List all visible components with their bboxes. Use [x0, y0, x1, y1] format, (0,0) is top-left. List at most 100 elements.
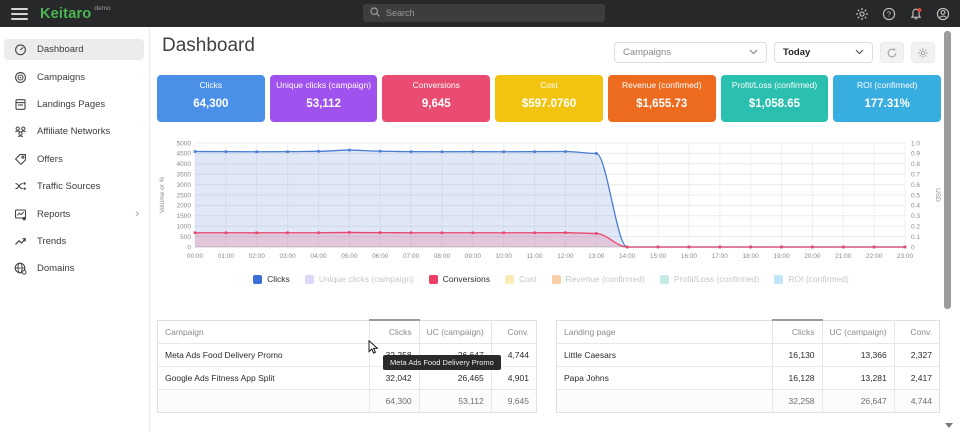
- sidebar-item-reports[interactable]: Reports ›: [0, 200, 149, 227]
- col-header-campaign[interactable]: Campaign: [158, 320, 370, 344]
- sidebar-item-label: Dashboard: [37, 44, 83, 55]
- stat-card-clicks[interactable]: Clicks 64,300: [157, 75, 265, 122]
- svg-text:500: 500: [180, 234, 191, 241]
- sidebar-item-dashboard[interactable]: Dashboard: [0, 36, 149, 63]
- date-range-select[interactable]: Today: [774, 42, 873, 63]
- card-value: 53,112: [270, 98, 378, 110]
- refresh-button[interactable]: [880, 42, 904, 63]
- stat-card-cost[interactable]: Cost $597.0760: [495, 75, 603, 122]
- svg-text:19:00: 19:00: [773, 253, 790, 260]
- sidebar-item-label: Traffic Sources: [37, 181, 100, 192]
- card-label: Unique clicks (campaign): [270, 80, 378, 90]
- stat-card-unique-clicks[interactable]: Unique clicks (campaign) 53,112: [270, 75, 378, 122]
- sidebar-item-label: Offers: [37, 154, 63, 165]
- sidebar-item-label: Trends: [37, 236, 66, 247]
- globe-icon: [13, 262, 27, 276]
- svg-text:04:00: 04:00: [310, 253, 327, 260]
- legend-item-unique-clicks[interactable]: Unique clicks (campaign): [305, 274, 414, 284]
- campaign-name-cell[interactable]: Meta Ads Food Delivery Promo: [158, 344, 370, 367]
- settings-gear-icon[interactable]: [854, 6, 869, 21]
- campaign-name-cell[interactable]: Google Ads Fitness App Split: [158, 367, 370, 390]
- card-label: Cost: [495, 80, 603, 90]
- legend-swatch: [253, 275, 262, 284]
- legend-item-cost[interactable]: Cost: [505, 274, 536, 284]
- campaigns-filter-select[interactable]: Campaigns: [614, 42, 767, 63]
- target-icon: [13, 70, 27, 84]
- user-account-icon[interactable]: [935, 6, 950, 21]
- col-header-landing-page[interactable]: Landing page: [557, 320, 773, 344]
- sidebar-item-domains[interactable]: Domains: [0, 255, 149, 282]
- col-header-uc-campaign[interactable]: UC (campaign): [822, 320, 894, 344]
- stat-card-revenue[interactable]: Revenue (confirmed) $1,655.73: [608, 75, 716, 122]
- svg-text:16:00: 16:00: [681, 253, 698, 260]
- legend-swatch: [429, 275, 438, 284]
- legend-item-roi[interactable]: ROI (confirmed): [774, 274, 848, 284]
- global-search-input[interactable]: Search: [363, 4, 605, 22]
- col-header-conv[interactable]: Conv.: [491, 320, 536, 344]
- svg-text:4500: 4500: [177, 151, 192, 158]
- svg-text:0.9: 0.9: [911, 151, 920, 158]
- sidebar-item-trends[interactable]: Trends: [0, 228, 149, 255]
- landing-name-cell[interactable]: Little Caesars: [557, 344, 773, 367]
- legend-item-clicks[interactable]: Clicks: [253, 274, 290, 284]
- sidebar-item-landings-pages[interactable]: Landings Pages: [0, 91, 149, 118]
- svg-text:12:00: 12:00: [557, 253, 574, 260]
- col-header-clicks[interactable]: Clicks: [370, 320, 419, 344]
- svg-text:21:00: 21:00: [835, 253, 852, 260]
- menu-hamburger-icon[interactable]: [11, 8, 28, 20]
- sidebar-item-traffic-sources[interactable]: Traffic Sources: [0, 173, 149, 200]
- sidebar-nav: Dashboard Campaigns Landings Pages Affil…: [0, 27, 150, 432]
- svg-text:02:00: 02:00: [249, 253, 266, 260]
- svg-text:07:00: 07:00: [403, 253, 420, 260]
- traffic-area-chart: 00:0001:0002:0003:0004:0005:0006:0007:00…: [157, 136, 941, 268]
- col-header-conv[interactable]: Conv.: [894, 320, 939, 344]
- svg-text:01:00: 01:00: [218, 253, 235, 260]
- campaigns-filter-value: Campaigns: [623, 47, 671, 58]
- legend-swatch: [660, 275, 669, 284]
- svg-text:0.6: 0.6: [911, 182, 920, 189]
- legend-item-conversions[interactable]: Conversions: [429, 274, 490, 284]
- legend-item-revenue[interactable]: Revenue (confirmed): [552, 274, 645, 284]
- svg-text:4000: 4000: [177, 161, 192, 168]
- sidebar-item-offers[interactable]: Offers: [0, 146, 149, 173]
- chevron-right-icon: ›: [135, 208, 139, 220]
- svg-text:2500: 2500: [177, 192, 192, 199]
- legend-item-profit-loss[interactable]: Profit/Loss (confirmed): [660, 274, 760, 284]
- vertical-scrollbar-thumb[interactable]: [944, 31, 951, 309]
- svg-text:0.7: 0.7: [911, 172, 920, 179]
- legend-swatch: [305, 275, 314, 284]
- svg-text:23:00: 23:00: [897, 253, 914, 260]
- gauge-icon: [13, 43, 27, 57]
- svg-text:0: 0: [911, 244, 915, 251]
- dashboard-settings-button[interactable]: [911, 42, 935, 63]
- sidebar-item-campaigns[interactable]: Campaigns: [0, 63, 149, 90]
- col-header-uc-campaign[interactable]: UC (campaign): [419, 320, 491, 344]
- svg-text:3500: 3500: [177, 172, 192, 179]
- svg-text:0.4: 0.4: [911, 203, 920, 210]
- svg-text:10:00: 10:00: [496, 253, 513, 260]
- sidebar-item-affiliate-networks[interactable]: Affiliate Networks: [0, 118, 149, 145]
- tag-icon: [13, 152, 27, 166]
- svg-text:20:00: 20:00: [804, 253, 821, 260]
- notifications-bell-icon[interactable]: [908, 6, 923, 21]
- stat-cards-row: Clicks 64,300 Unique clicks (campaign) 5…: [157, 75, 941, 122]
- card-label: ROI (confirmed): [833, 80, 941, 90]
- svg-text:0.1: 0.1: [911, 234, 920, 241]
- svg-text:Volume or %: Volume or %: [159, 176, 166, 213]
- col-header-clicks[interactable]: Clicks: [773, 320, 822, 344]
- stat-card-conversions[interactable]: Conversions 9,645: [382, 75, 490, 122]
- chevron-down-icon: [855, 47, 864, 58]
- svg-text:5000: 5000: [177, 140, 192, 147]
- table-total-row: 32,258 26,647 4,744: [557, 390, 940, 413]
- svg-text:0.3: 0.3: [911, 213, 920, 220]
- stat-card-roi[interactable]: ROI (confirmed) 177.31%: [833, 75, 941, 122]
- landing-name-cell[interactable]: Papa Johns: [557, 367, 773, 390]
- search-placeholder: Search: [386, 8, 415, 18]
- svg-text:15:00: 15:00: [650, 253, 667, 260]
- hover-tooltip: Meta Ads Food Delivery Promo: [383, 355, 501, 370]
- stat-card-profit-loss[interactable]: Profit/Loss (confirmed) $1,058.65: [721, 75, 829, 122]
- card-value: 9,645: [382, 98, 490, 110]
- help-icon[interactable]: ?: [881, 6, 896, 21]
- scrollbar-down-arrow[interactable]: [945, 423, 953, 428]
- legend-swatch: [552, 275, 561, 284]
